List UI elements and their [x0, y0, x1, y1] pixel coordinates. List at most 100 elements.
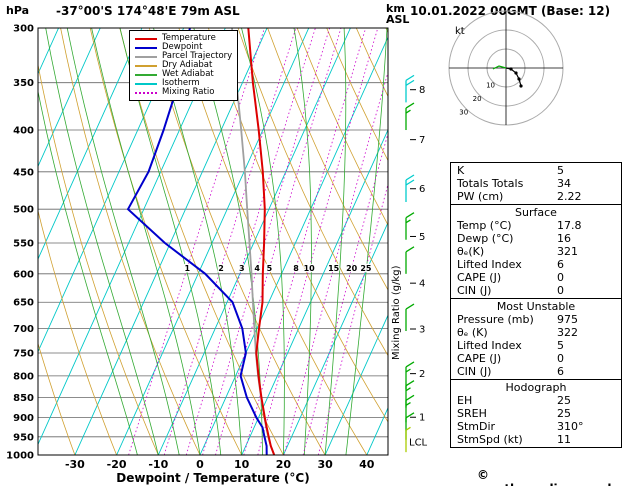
legend-swatch — [135, 64, 157, 67]
stat-label: EH — [457, 394, 473, 407]
km-tick-label: 3 — [419, 325, 425, 336]
legend-item: Dry Adiabat — [135, 61, 232, 70]
stats-group-title: Most Unstable — [496, 300, 576, 313]
wind-barb — [405, 212, 415, 240]
dry-adiabat-line — [208, 28, 388, 423]
isotherm-line — [282, 221, 388, 455]
legend-label: Dry Adiabat — [162, 60, 213, 70]
stat-value: 25 — [557, 407, 571, 420]
plot-border — [37, 27, 389, 456]
stat-row: Pressure (mb) 975 — [451, 313, 621, 326]
station-title: -37°00'S 174°48'E 79m ASL — [56, 4, 240, 18]
pressure-tick-label: 700 — [13, 324, 34, 335]
mixing-ratio-label: 2 — [218, 264, 224, 273]
pressure-tick-label: 950 — [13, 432, 34, 443]
temp-tick-label: -20 — [107, 458, 127, 471]
stat-label: Totals Totals — [457, 177, 524, 190]
stat-value: 6 — [557, 258, 564, 271]
mixing-ratio-label: 4 — [254, 264, 260, 273]
hodograph-trace-point — [517, 77, 521, 81]
stat-value: 6 — [557, 365, 564, 378]
dry-adiabat-line — [237, 28, 388, 357]
wind-barb — [405, 174, 415, 203]
wet-adiabat-line — [119, 28, 222, 455]
stat-row: EH 25 — [451, 394, 621, 407]
wet-adiabat-line — [241, 28, 285, 455]
isotherm-line — [116, 28, 310, 455]
hodograph-trace — [505, 67, 522, 87]
hodograph-trace-point — [519, 84, 523, 88]
dry-adiabat-line — [38, 209, 117, 455]
legend-item: Parcel Trajectory — [135, 52, 232, 61]
mixing-ratio-label: 15 — [328, 264, 340, 273]
wind-barb — [405, 102, 415, 131]
stat-value: 0 — [557, 284, 564, 297]
hodograph-ring-label: 10 — [486, 81, 495, 89]
isotherm-line — [324, 314, 388, 455]
legend-item: Mixing Ratio — [135, 88, 232, 97]
isotherm-line — [38, 28, 101, 168]
mixing-ratio-label: 20 — [346, 264, 358, 273]
hodograph-storm-trace — [492, 65, 507, 70]
legend-label: Temperature — [162, 33, 216, 43]
wind-barb — [405, 426, 411, 453]
mixing-ratio-line — [128, 28, 265, 455]
mixing-ratio-line — [317, 182, 388, 455]
stat-value: 17.8 — [557, 219, 582, 232]
pressure-tick-label: 550 — [13, 238, 34, 249]
km-tick-label: 4 — [419, 279, 425, 290]
stat-label: CAPE (J) — [457, 271, 502, 284]
legend-label: Wet Adiabat — [162, 69, 214, 79]
km-tick-label: 8 — [419, 85, 425, 96]
isotherm-line — [157, 28, 351, 455]
temp-tick-label: 40 — [359, 458, 375, 471]
stat-value: 322 — [557, 326, 578, 339]
dry-adiabat-line — [60, 28, 201, 455]
stat-row: SREH 25 — [451, 407, 621, 420]
stat-value: 34 — [557, 177, 571, 190]
stat-label: StmSpd (kt) — [457, 433, 523, 446]
stat-row: StmDir 310° — [451, 420, 621, 433]
mixing-ratio-line — [257, 28, 379, 455]
stat-row: Totals Totals 34 — [451, 177, 621, 190]
stat-label: Temp (°C) — [457, 219, 512, 232]
km-tick-label: 5 — [419, 232, 425, 243]
dry-adiabat-line — [622, 28, 629, 455]
legend-item: Wet Adiabat — [135, 70, 232, 79]
wind-barb — [405, 246, 415, 274]
stat-label: CIN (J) — [457, 365, 492, 378]
stat-value: 25 — [557, 394, 571, 407]
temperature-trace — [247, 28, 276, 455]
wet-adiabats — [38, 28, 388, 455]
wet-adiabat-line — [38, 89, 138, 455]
mixing-ratio-line — [302, 131, 388, 455]
mixing-ratio-axis-title: Mixing Ratio (g/kg) — [391, 265, 402, 360]
temp-axis: -30 -20 -10 0 10 20 30 40 — [65, 458, 375, 471]
stat-label: CAPE (J) — [457, 352, 502, 365]
stat-value: 5 — [557, 164, 564, 177]
pressure-tick-label: 500 — [13, 205, 34, 216]
traces — [126, 28, 276, 455]
dry-adiabat-line — [119, 28, 284, 455]
hodograph-unit-label: kt — [455, 26, 465, 37]
km-tick-label: 7 — [419, 135, 425, 146]
stat-row: θₑ(K) 321 — [451, 245, 621, 258]
stat-value: 2.22 — [557, 190, 582, 203]
mixing-ratio-label: 5 — [267, 264, 273, 273]
wet-adiabat-line — [324, 28, 347, 455]
temp-tick-label: -10 — [148, 458, 168, 471]
chart-legend: Temperature Dewpoint Parcel Trajectory Dry … — [129, 30, 239, 101]
stat-row: Lifted Index 5 — [451, 339, 621, 352]
hodograph-ring-label: 30 — [459, 108, 468, 116]
stats-group: K 5 Totals Totals 34 PW (cm) 2.22 — [451, 163, 621, 204]
legend-label: Dewpoint — [162, 42, 203, 52]
stat-row: StmSpd (kt) 11 — [451, 433, 621, 446]
stats-group: Hodograph EH 25 SREH 25 StmDir 310° StmSpd (kt)… — [451, 379, 621, 447]
altitude-axis-unit: km ASL — [386, 2, 410, 26]
mixing-ratio-label: 8 — [293, 264, 299, 273]
legend-label: Parcel Trajectory — [162, 51, 233, 61]
stat-label: Pressure (mb) — [457, 313, 534, 326]
stat-row: Dewp (°C) 16 — [451, 232, 621, 245]
stat-label: θₑ (K) — [457, 326, 488, 339]
dry-adiabat-line — [178, 28, 368, 455]
